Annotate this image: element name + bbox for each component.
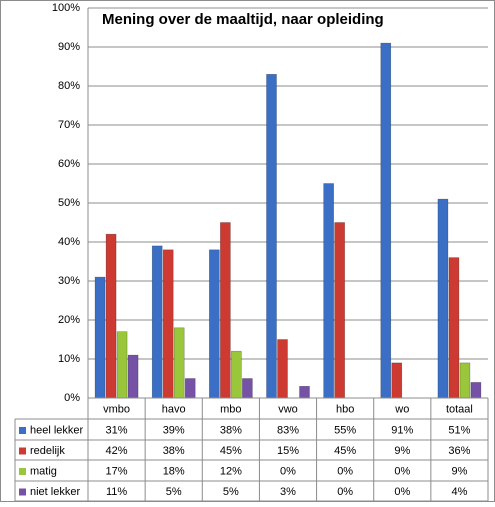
table-value: 4% (451, 486, 467, 498)
legend-key (19, 468, 26, 475)
table-value: 38% (220, 424, 242, 436)
bar (391, 362, 403, 399)
y-tick-label: 90% (58, 41, 80, 53)
table-value: 0% (394, 465, 410, 477)
legend-label: heel lekker (30, 424, 84, 436)
table-value: 38% (163, 445, 185, 457)
x-tick-label: vwo (278, 403, 298, 415)
table-value: 0% (394, 486, 410, 498)
bar (184, 378, 196, 399)
x-tick-label: havo (162, 403, 186, 415)
y-tick-label: 30% (58, 275, 80, 287)
table-value: 83% (277, 424, 299, 436)
y-tick-label: 40% (58, 236, 80, 248)
y-tick-label: 20% (58, 314, 80, 326)
table-value: 9% (451, 465, 467, 477)
table-value: 11% (106, 486, 127, 498)
bar (334, 222, 345, 399)
bar (231, 350, 242, 399)
table-value: 39% (163, 424, 185, 436)
bar (242, 378, 253, 399)
bar (151, 245, 163, 399)
x-tick-label: wo (394, 403, 409, 415)
y-tick-label: 50% (58, 197, 80, 209)
y-tick-label: 70% (58, 119, 80, 131)
table-value: 51% (448, 424, 470, 436)
x-tick-label: mbo (220, 403, 241, 415)
table-value: 18% (163, 465, 185, 477)
table-value: 0% (337, 486, 353, 498)
x-tick-label: hbo (336, 403, 354, 415)
table-value: 45% (334, 445, 356, 457)
y-tick-label: 100% (52, 2, 80, 14)
table-value: 55% (334, 424, 356, 436)
table-value: 42% (106, 445, 128, 457)
bar (448, 257, 460, 399)
bar (266, 74, 277, 399)
legend-label: niet lekker (30, 486, 80, 498)
legend-key (19, 488, 26, 496)
x-tick-label: vmbo (103, 403, 130, 415)
x-tick-label: totaal (446, 403, 473, 415)
table-value: 12% (220, 465, 242, 477)
bar (173, 327, 185, 399)
table-value: 5% (223, 486, 239, 498)
bar (162, 249, 174, 399)
table-value: 36% (448, 445, 470, 457)
bar (380, 42, 392, 399)
table-value: 0% (337, 465, 353, 477)
y-tick-label: 0% (64, 392, 80, 404)
legend-key (19, 447, 26, 455)
bar (323, 183, 334, 399)
table-value: 17% (106, 465, 128, 477)
legend-key (19, 427, 26, 434)
bar (116, 331, 128, 399)
table-value: 91% (391, 424, 413, 436)
table-value: 3% (280, 486, 296, 498)
bar (105, 233, 117, 399)
chart-title: Mening over de maaltijd, naar opleiding (102, 11, 384, 28)
bar (127, 354, 139, 399)
table-value: 5% (166, 486, 182, 498)
bar (209, 249, 220, 399)
bar (459, 362, 471, 399)
bar (220, 222, 231, 399)
bar (277, 339, 288, 399)
table-value: 0% (280, 465, 296, 477)
bar (470, 382, 482, 399)
bar (94, 276, 106, 399)
legend-label: redelijk (30, 445, 65, 457)
y-tick-label: 60% (58, 158, 80, 170)
y-tick-label: 10% (58, 353, 80, 365)
bar (299, 385, 310, 399)
table-value: 45% (220, 445, 242, 457)
table-value: 9% (394, 445, 410, 457)
y-tick-label: 80% (58, 80, 80, 92)
table-value: 31% (106, 424, 128, 436)
legend-label: matig (30, 465, 57, 477)
table-value: 15% (277, 445, 299, 457)
bar (437, 198, 449, 399)
